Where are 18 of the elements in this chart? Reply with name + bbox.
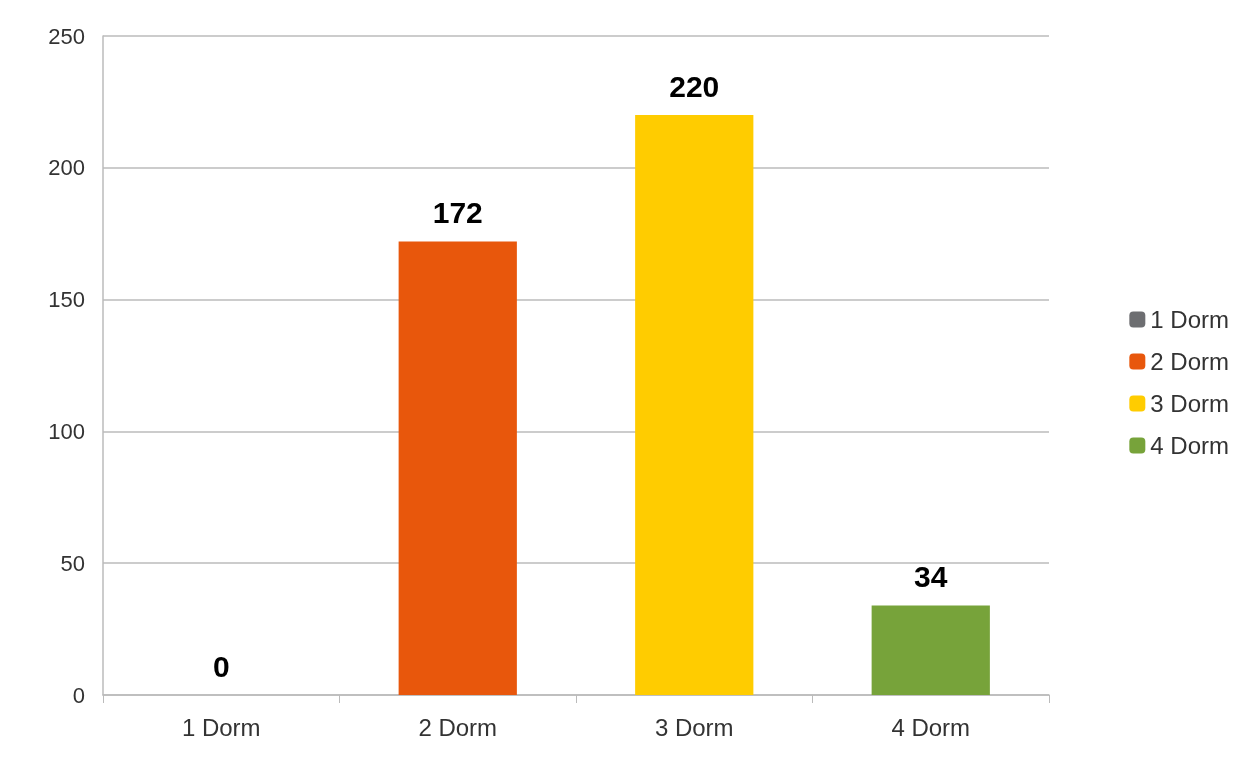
data-label: 220 [669, 69, 720, 103]
data-label: 34 [914, 559, 948, 593]
legend-label: 3 Dorm [1150, 390, 1230, 417]
legend-label: 4 Dorm [1150, 432, 1230, 459]
data-label: 172 [432, 196, 483, 230]
x-tick-label: 4 Dorm [891, 713, 971, 741]
y-tick-label: 100 [48, 418, 85, 444]
y-tick-label: 0 [72, 682, 85, 708]
legend-label: 2 Dorm [1150, 348, 1230, 375]
x-tick-label: 2 Dorm [418, 713, 498, 741]
y-tick-label: 250 [48, 23, 85, 49]
x-tick-label: 3 Dorm [654, 713, 734, 741]
legend-label: 1 Dorm [1150, 306, 1230, 333]
y-tick-label: 150 [48, 287, 85, 313]
y-tick-label: 200 [48, 155, 85, 181]
data-label: 0 [212, 649, 230, 683]
x-tick-label: 1 Dorm [181, 713, 261, 741]
y-tick-label: 50 [60, 550, 85, 576]
